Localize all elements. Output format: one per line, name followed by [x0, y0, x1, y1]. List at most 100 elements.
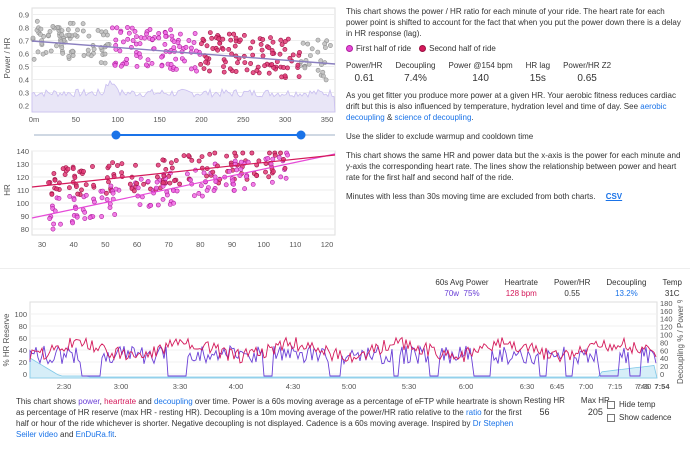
x-tick-label: 300: [279, 115, 292, 124]
data-point: [106, 163, 112, 169]
data-point: [72, 32, 78, 38]
csv-download-link[interactable]: CSV: [605, 192, 623, 201]
data-point: [81, 53, 87, 58]
data-point: [262, 63, 267, 69]
data-point: [34, 18, 40, 24]
data-point: [47, 29, 53, 34]
data-point: [169, 33, 175, 39]
science-of-decoupling-link[interactable]: science of decoupling: [394, 113, 472, 122]
data-point: [71, 197, 77, 203]
data-point: [207, 68, 212, 74]
data-point: [40, 51, 46, 57]
time-series-chart: 0 20 40 60 80 100 0 20 40 60 80 100 120 140 160 180 2:30…: [0, 296, 690, 392]
data-point: [110, 190, 116, 196]
data-point: [52, 177, 58, 183]
data-point: [276, 154, 282, 160]
resting-hr-value[interactable]: 56: [539, 407, 550, 417]
show-cadence-checkbox[interactable]: Show cadence: [607, 411, 671, 424]
data-point: [210, 169, 216, 175]
y-tick-label: 0.5: [19, 63, 29, 72]
data-point: [67, 20, 73, 26]
right-y-tick-label: 180: [660, 300, 673, 308]
aerobic-decoupling-link[interactable]: aerobic decoupling: [346, 102, 667, 122]
legend-second-half: Second half of ride: [419, 43, 496, 54]
data-point: [38, 32, 43, 37]
fitness-description: As you get fitter you produce more power…: [346, 91, 676, 122]
stats-row: Power/HR 0.61 Decoupling 7.4% Power @154 b…: [346, 60, 682, 84]
range-slider[interactable]: [30, 129, 340, 141]
x-tick-label: 0m: [29, 115, 39, 124]
endura-link[interactable]: EnDuRa.fit: [75, 430, 115, 439]
data-point: [54, 43, 59, 49]
hide-temp-checkbox[interactable]: Hide temp: [607, 398, 671, 411]
data-point: [50, 226, 56, 232]
data-point: [282, 73, 288, 79]
data-point: [80, 28, 86, 34]
data-point: [217, 40, 223, 46]
x-tick-label: 90: [228, 240, 236, 249]
data-point: [60, 166, 66, 172]
data-point: [272, 152, 278, 158]
right-y-tick-label: 60: [660, 346, 668, 355]
stat-label: Power/HR: [346, 61, 383, 70]
data-point: [145, 57, 151, 63]
data-point: [70, 166, 76, 172]
right-y-tick-label: 0: [660, 370, 664, 379]
data-point: [58, 221, 63, 227]
stat-label: HR lag: [525, 61, 551, 70]
data-point: [124, 61, 129, 66]
x-tick-label: 7:15: [608, 382, 623, 391]
data-point: [177, 181, 182, 187]
data-point: [119, 170, 124, 175]
data-point: [232, 150, 238, 156]
data-point: [70, 48, 75, 54]
data-point: [212, 174, 218, 180]
data-point: [160, 180, 166, 186]
legend-second-half-label: Second half of ride: [429, 44, 496, 53]
left-y-tick-label: 40: [19, 346, 27, 355]
checkbox-icon[interactable]: [607, 400, 615, 409]
data-point: [186, 153, 191, 159]
data-point: [163, 166, 169, 172]
x-tick-label: 5:00: [342, 382, 357, 391]
data-point: [237, 37, 243, 43]
data-point: [171, 39, 177, 44]
max-hr-value[interactable]: 205: [587, 407, 603, 417]
checkbox-icon[interactable]: [607, 413, 615, 422]
slider-end-handle[interactable]: [296, 130, 306, 140]
data-point: [149, 61, 155, 66]
data-point: [269, 62, 275, 67]
y-tick-label: 0.3: [19, 89, 29, 98]
data-point: [226, 168, 232, 174]
seiler-video-link[interactable]: Dr Stephen Seiler video: [16, 419, 514, 439]
y-tick-label: 0.2: [19, 102, 29, 111]
right-y-axis-label: Decoupling % / Power %: [676, 300, 685, 384]
data-point: [295, 62, 301, 68]
right-y-tick-label: 40: [660, 354, 668, 363]
data-point: [194, 68, 199, 74]
data-point: [81, 169, 86, 174]
data-point: [220, 46, 226, 52]
data-point: [70, 53, 76, 58]
data-point: [296, 74, 302, 79]
data-point: [181, 153, 187, 159]
data-point: [279, 42, 285, 47]
x-tick-label: 7:54: [654, 382, 670, 391]
data-point: [106, 179, 111, 185]
data-point: [119, 161, 125, 167]
data-point: [183, 44, 189, 50]
data-point: [244, 67, 250, 73]
data-point: [266, 70, 272, 76]
data-point: [198, 62, 203, 67]
data-point: [267, 150, 272, 156]
data-point: [110, 160, 115, 165]
data-point: [153, 185, 159, 191]
stat-value: 140: [472, 73, 489, 84]
data-point: [51, 171, 57, 176]
slider-start-handle[interactable]: [111, 130, 121, 140]
data-point: [30, 35, 36, 41]
data-point: [223, 59, 228, 65]
stat-value: 7.4%: [404, 73, 427, 84]
data-point: [173, 56, 179, 62]
data-point: [156, 35, 162, 41]
